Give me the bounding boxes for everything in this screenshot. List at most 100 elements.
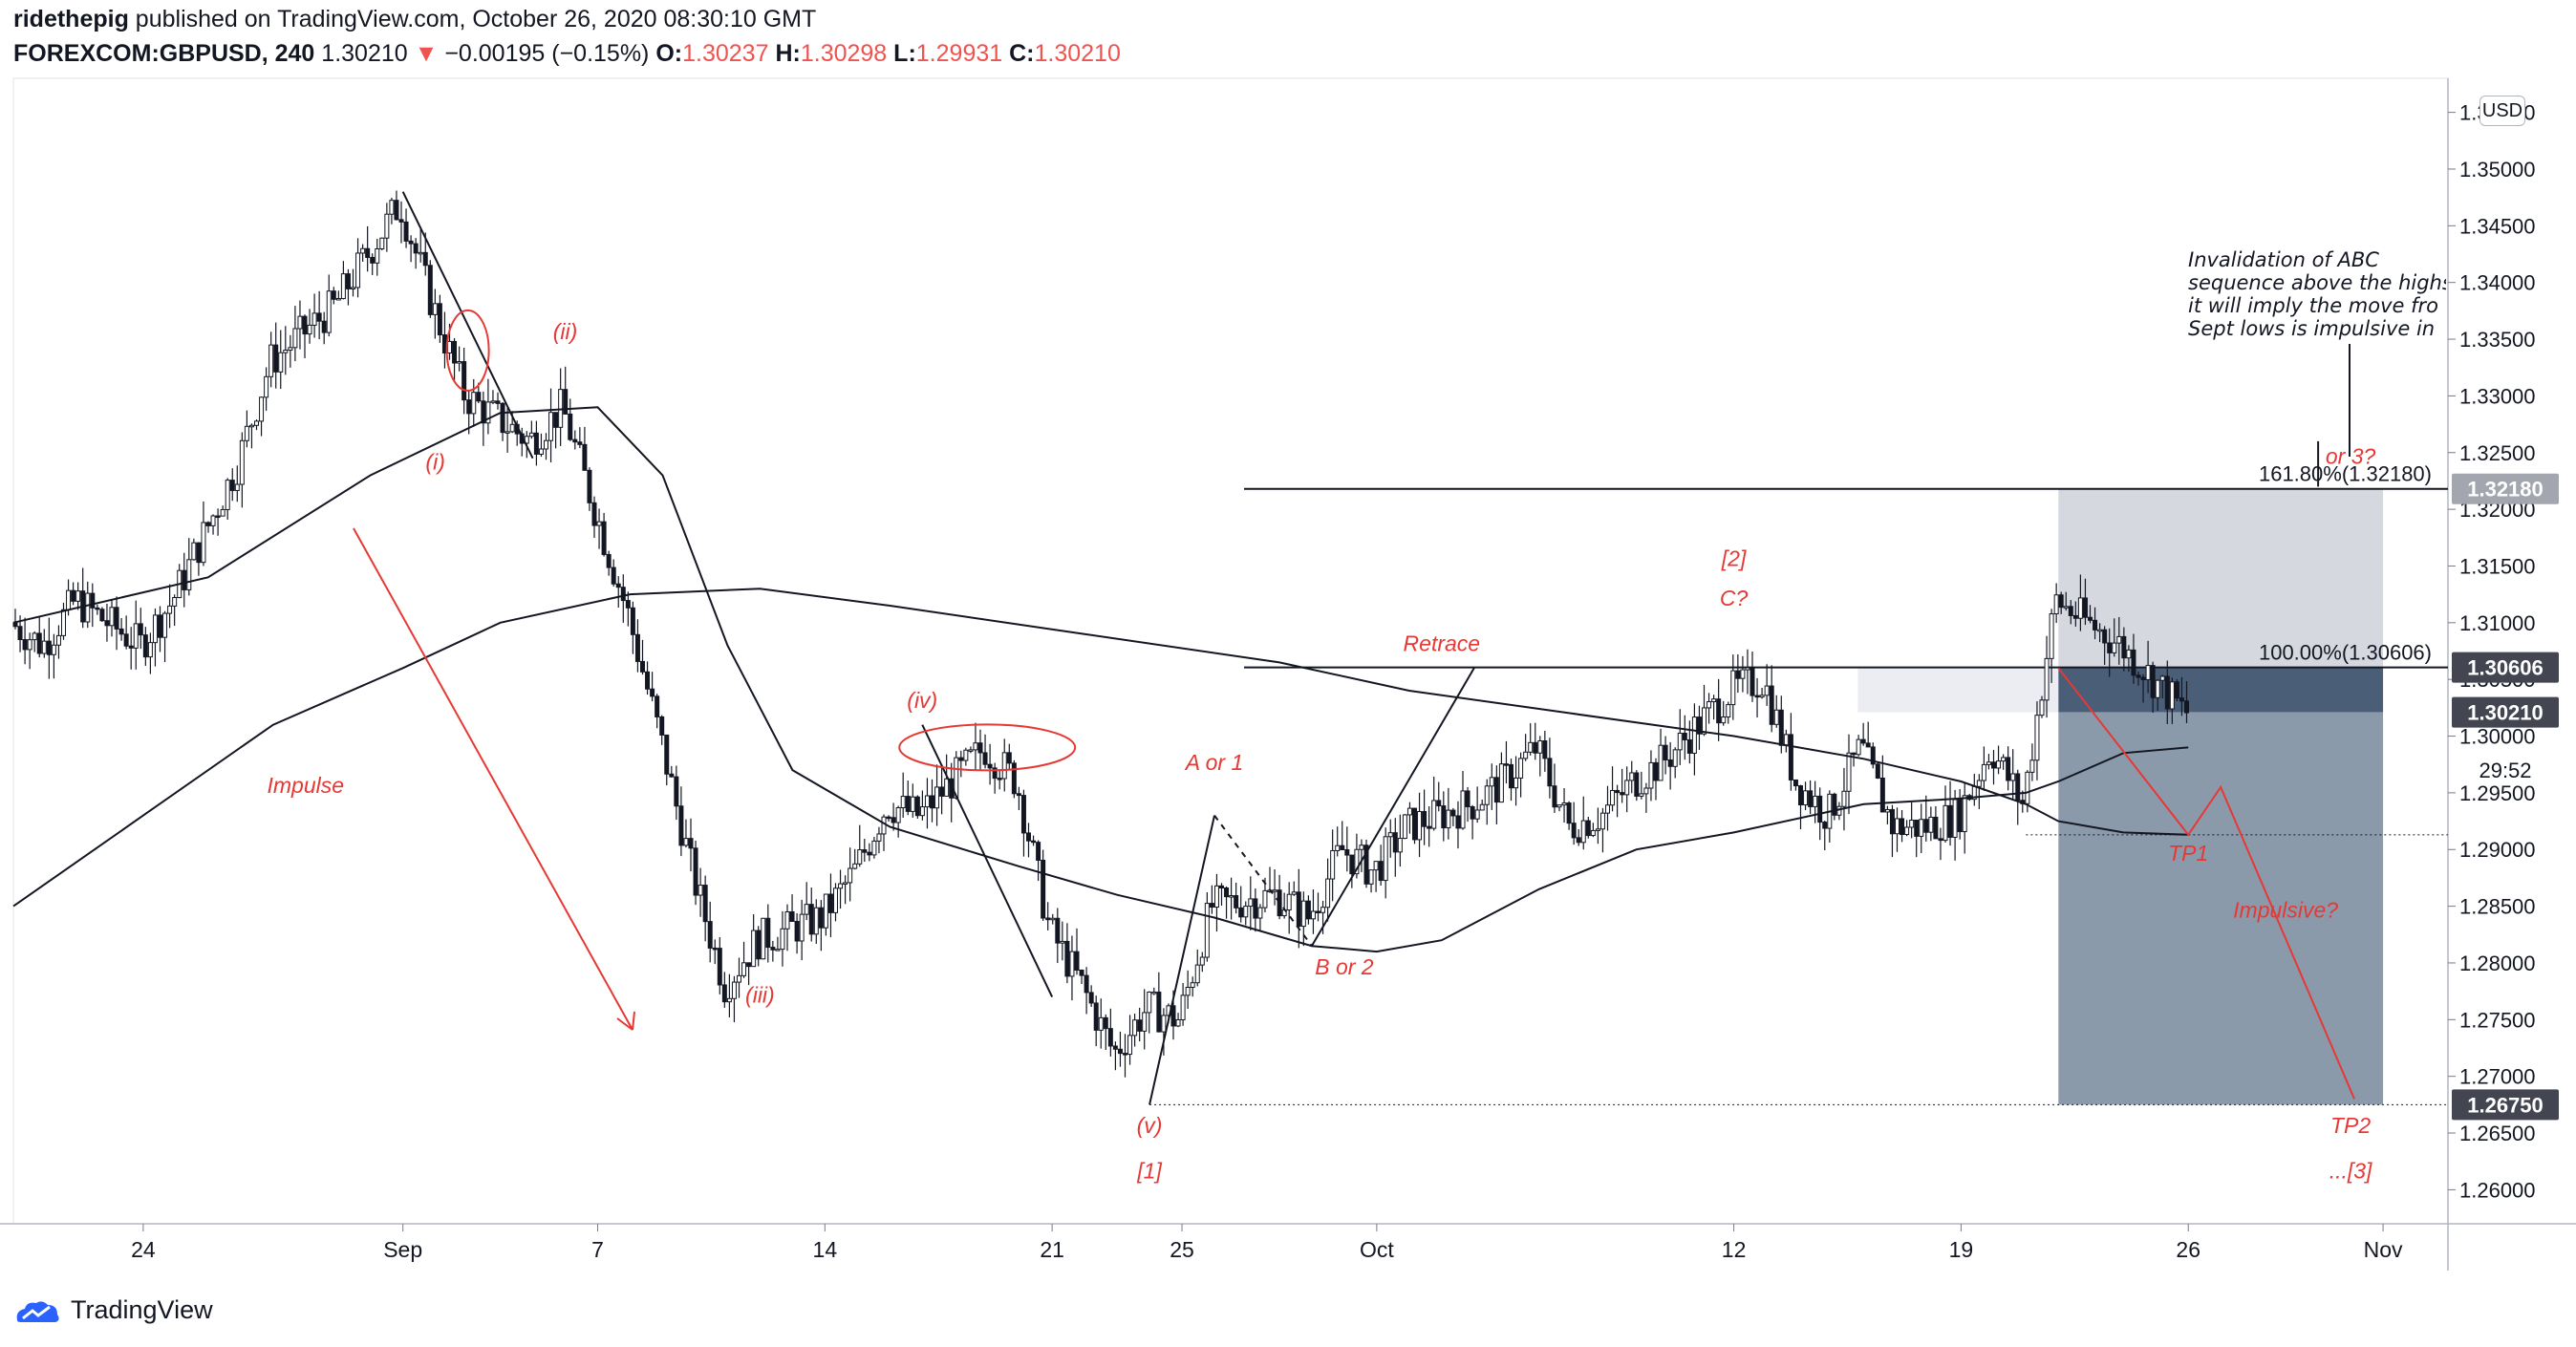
candle-body — [615, 583, 621, 588]
currency-button[interactable]: USD — [2479, 96, 2525, 126]
candle-body — [1175, 1018, 1181, 1027]
candle — [1243, 901, 1249, 926]
candle — [968, 746, 974, 754]
candle-body — [1537, 740, 1543, 754]
candle — [1199, 951, 1205, 973]
candle-body — [1354, 848, 1360, 875]
candle — [1595, 807, 1600, 845]
y-tick-label: 1.26000 — [2459, 1178, 2536, 1202]
wave-line — [1311, 667, 1475, 947]
candle — [297, 300, 303, 350]
candle-body — [620, 587, 626, 602]
open-value: 1.30237 — [682, 40, 769, 67]
candle — [51, 633, 56, 679]
candle-body — [876, 833, 882, 842]
candle — [1605, 785, 1610, 831]
candle-body — [1938, 838, 1943, 842]
candles — [12, 190, 2189, 1078]
candle — [1194, 949, 1200, 987]
candle — [244, 410, 249, 448]
candle — [1112, 1041, 1118, 1071]
candle — [905, 780, 911, 816]
candle-body — [1764, 685, 1770, 696]
candle-body — [1798, 785, 1803, 805]
price-label-box — [2452, 652, 2559, 683]
symbol-label[interactable]: FOREXCOM:GBPUSD, 240 — [13, 40, 315, 67]
candle-body — [355, 252, 361, 289]
candle-body — [1778, 709, 1784, 746]
candle — [1412, 807, 1417, 845]
candle — [871, 837, 877, 859]
candle — [71, 582, 76, 606]
candle — [1957, 788, 1963, 840]
candle-body — [71, 589, 76, 602]
candle — [1450, 807, 1456, 826]
candle — [1808, 780, 1814, 815]
candle-body — [900, 796, 906, 808]
candle — [833, 883, 838, 922]
candle-body — [2121, 635, 2127, 659]
candle — [591, 496, 597, 539]
candle — [1702, 684, 1707, 737]
candle — [1498, 752, 1504, 803]
x-tick-label: Sep — [383, 1237, 422, 1262]
author-name[interactable]: ridethepig — [13, 6, 129, 32]
candle — [104, 603, 110, 642]
candle — [1180, 982, 1186, 1026]
candle-body — [553, 412, 559, 428]
candle-body — [128, 645, 134, 649]
price-label-box — [2452, 696, 2559, 728]
candle — [1788, 713, 1793, 791]
candle-body — [259, 396, 265, 422]
candle-body — [389, 200, 395, 215]
candle — [118, 617, 124, 641]
tradingview-footer[interactable]: TradingView — [13, 1295, 213, 1325]
candle-body — [1088, 992, 1094, 1004]
candle-body — [2159, 675, 2165, 681]
candle — [1813, 780, 1818, 823]
candle — [1726, 701, 1731, 724]
wave-annotation: Impulsive? — [2233, 897, 2338, 922]
candle-body — [1556, 804, 1562, 808]
candle — [1716, 678, 1722, 741]
candle — [693, 840, 698, 906]
candle-body — [418, 251, 423, 255]
candle — [225, 478, 230, 520]
candle-body — [1952, 799, 1958, 838]
candle — [1663, 736, 1668, 775]
candle — [862, 839, 868, 863]
candle-body — [1667, 759, 1673, 767]
candle-body — [205, 522, 211, 526]
candle-body — [1373, 861, 1379, 871]
candle-body — [1151, 991, 1157, 994]
x-tick-label: Nov — [2364, 1237, 2403, 1262]
candle-body — [2164, 675, 2170, 710]
candle-body — [1446, 809, 1451, 829]
candle-body — [973, 742, 978, 751]
y-tick-label: 1.26500 — [2459, 1122, 2536, 1145]
candle-body — [2107, 642, 2113, 653]
candle — [1383, 827, 1388, 899]
candle-body — [104, 620, 110, 627]
candle — [1291, 881, 1297, 896]
price-change: −0.00195 (−0.15%) — [444, 40, 650, 67]
candle-body — [669, 773, 675, 778]
candle — [804, 882, 809, 921]
candle — [142, 627, 148, 666]
candle-body — [1639, 793, 1644, 797]
candle-body — [1368, 869, 1374, 885]
candle — [1470, 804, 1475, 840]
candle-body — [1147, 991, 1152, 1014]
y-tick-label: 1.31500 — [2459, 554, 2536, 578]
candle — [717, 936, 722, 994]
candle-body — [2063, 606, 2069, 609]
candle — [462, 347, 467, 415]
candle — [1185, 970, 1191, 1010]
candle-body — [1851, 752, 1857, 756]
candle — [823, 893, 828, 936]
candle-body — [746, 962, 752, 968]
candle-body — [958, 757, 964, 761]
low-label: L: — [893, 40, 916, 67]
candle-body — [1528, 741, 1534, 753]
